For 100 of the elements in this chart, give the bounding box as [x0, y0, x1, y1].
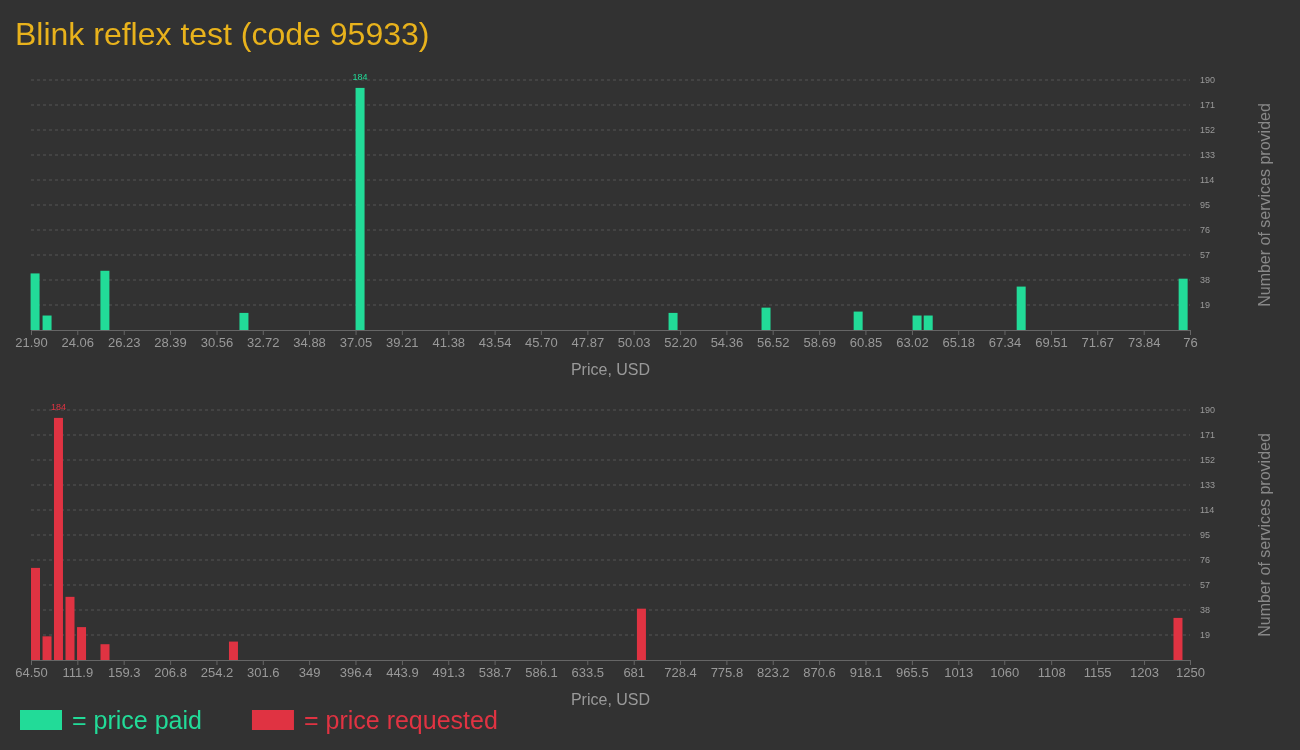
- x-tick-label: 47.87: [571, 335, 605, 351]
- y-tick-label: 114: [1200, 175, 1215, 186]
- x-tick-label: 159.3: [107, 665, 141, 681]
- x-tick-label: 728.4: [664, 665, 697, 681]
- data-label: 184: [352, 71, 368, 82]
- y-tick-label: 95: [1200, 530, 1211, 541]
- x-tick-label: 43.54: [478, 335, 512, 351]
- x-tick-label: 396.4: [339, 665, 373, 681]
- x-tick-label: 443.9: [386, 665, 419, 681]
- y-tick-label: 38: [1200, 605, 1211, 616]
- x-tick-label: 26.23: [107, 335, 141, 351]
- y-tick-label: 95: [1200, 200, 1211, 211]
- x-tick-label: 586.1: [525, 665, 558, 681]
- bar: [923, 315, 933, 330]
- y-tick-label: 152: [1200, 455, 1216, 466]
- x-tick-label: 111.9: [62, 665, 94, 681]
- x-tick-label: 64.50: [15, 665, 48, 681]
- y-tick-label: 171: [1200, 430, 1216, 441]
- bar: [228, 641, 238, 660]
- legend-label: = price requested: [303, 706, 498, 734]
- y-axis-title: Number of services provided: [1256, 103, 1273, 307]
- x-tick-label: 58.69: [803, 335, 836, 351]
- bar: [30, 273, 40, 330]
- x-tick-label: 254.2: [200, 665, 234, 681]
- x-tick-label: 76: [1183, 335, 1198, 351]
- bar: [65, 596, 75, 660]
- x-tick-label: 28.39: [154, 335, 187, 351]
- x-tick-label: 633.5: [571, 665, 605, 681]
- bar: [1016, 286, 1026, 330]
- y-axis-title: Number of services provided: [1256, 433, 1273, 637]
- y-tick-label: 133: [1200, 150, 1216, 161]
- y-tick-label: 114: [1200, 505, 1215, 516]
- x-tick-label: 870.6: [803, 665, 836, 681]
- y-tick-label: 190: [1200, 405, 1216, 416]
- y-tick-label: 152: [1200, 125, 1216, 136]
- x-tick-label: 24.06: [61, 335, 95, 351]
- y-tick-label: 38: [1200, 275, 1211, 286]
- bar: [53, 417, 63, 660]
- bar: [31, 567, 40, 660]
- x-tick-label: 54.36: [710, 335, 744, 351]
- x-tick-label: 34.88: [293, 335, 326, 351]
- x-tick-label: 491.3: [432, 665, 466, 681]
- x-tick-label: 349: [298, 665, 321, 681]
- bar: [77, 627, 87, 660]
- x-axis-title: Price, USD: [570, 691, 651, 708]
- y-tick-label: 190: [1200, 75, 1216, 86]
- data-label: 184: [50, 401, 66, 412]
- x-tick-label: 30.56: [200, 335, 234, 351]
- x-tick-label: 37.05: [339, 335, 373, 351]
- bar: [636, 608, 646, 660]
- x-tick-label: 32.72: [247, 335, 280, 351]
- y-tick-label: 133: [1200, 480, 1216, 491]
- x-tick-label: 823.2: [756, 665, 790, 681]
- bar: [912, 315, 922, 330]
- x-tick-label: 206.8: [154, 665, 187, 681]
- x-tick-label: 21.90: [15, 335, 48, 351]
- bar: [668, 312, 678, 330]
- bar: [42, 315, 52, 330]
- bar: [239, 312, 249, 330]
- x-tick-label: 1250: [1176, 665, 1205, 681]
- y-tick-label: 76: [1200, 555, 1211, 566]
- bar: [1173, 617, 1183, 660]
- x-tick-label: 39.21: [386, 335, 419, 351]
- y-tick-label: 171: [1200, 100, 1216, 111]
- legend-label: = price paid: [72, 706, 202, 734]
- x-tick-label: 775.8: [710, 665, 744, 681]
- bar: [853, 311, 863, 330]
- x-tick-label: 67.34: [988, 335, 1022, 351]
- y-tick-label: 57: [1200, 580, 1211, 591]
- chart-title: Blink reflex test (code 95933): [15, 16, 430, 52]
- x-tick-label: 52.20: [664, 335, 697, 351]
- bar: [100, 644, 110, 660]
- x-tick-label: 45.70: [525, 335, 558, 351]
- y-tick-label: 19: [1200, 630, 1211, 641]
- x-tick-label: 63.02: [896, 335, 929, 351]
- y-tick-label: 76: [1200, 225, 1211, 236]
- bar: [100, 270, 110, 330]
- x-tick-label: 1060: [990, 665, 1020, 681]
- x-tick-label: 965.5: [896, 665, 929, 681]
- y-tick-label: 57: [1200, 250, 1211, 261]
- bar: [1178, 278, 1188, 330]
- x-tick-label: 69.51: [1035, 335, 1068, 351]
- x-tick-label: 65.18: [942, 335, 975, 351]
- x-tick-label: 1203: [1130, 665, 1160, 681]
- x-tick-label: 50.03: [617, 335, 651, 351]
- x-tick-label: 1013: [944, 665, 974, 681]
- x-tick-label: 1108: [1037, 665, 1066, 681]
- x-tick-label: 538.7: [478, 665, 512, 681]
- y-tick-label: 19: [1200, 300, 1211, 311]
- x-tick-label: 60.85: [849, 335, 883, 351]
- bar: [355, 87, 365, 330]
- x-tick-label: 41.38: [432, 335, 466, 351]
- bar: [761, 307, 771, 330]
- x-tick-label: 918.1: [849, 665, 883, 681]
- x-tick-label: 1155: [1083, 665, 1112, 681]
- x-axis-title: Price, USD: [570, 361, 651, 378]
- bar: [42, 636, 52, 660]
- x-tick-label: 56.52: [756, 335, 790, 351]
- x-tick-label: 301.6: [247, 665, 280, 681]
- x-tick-label: 681: [623, 665, 646, 681]
